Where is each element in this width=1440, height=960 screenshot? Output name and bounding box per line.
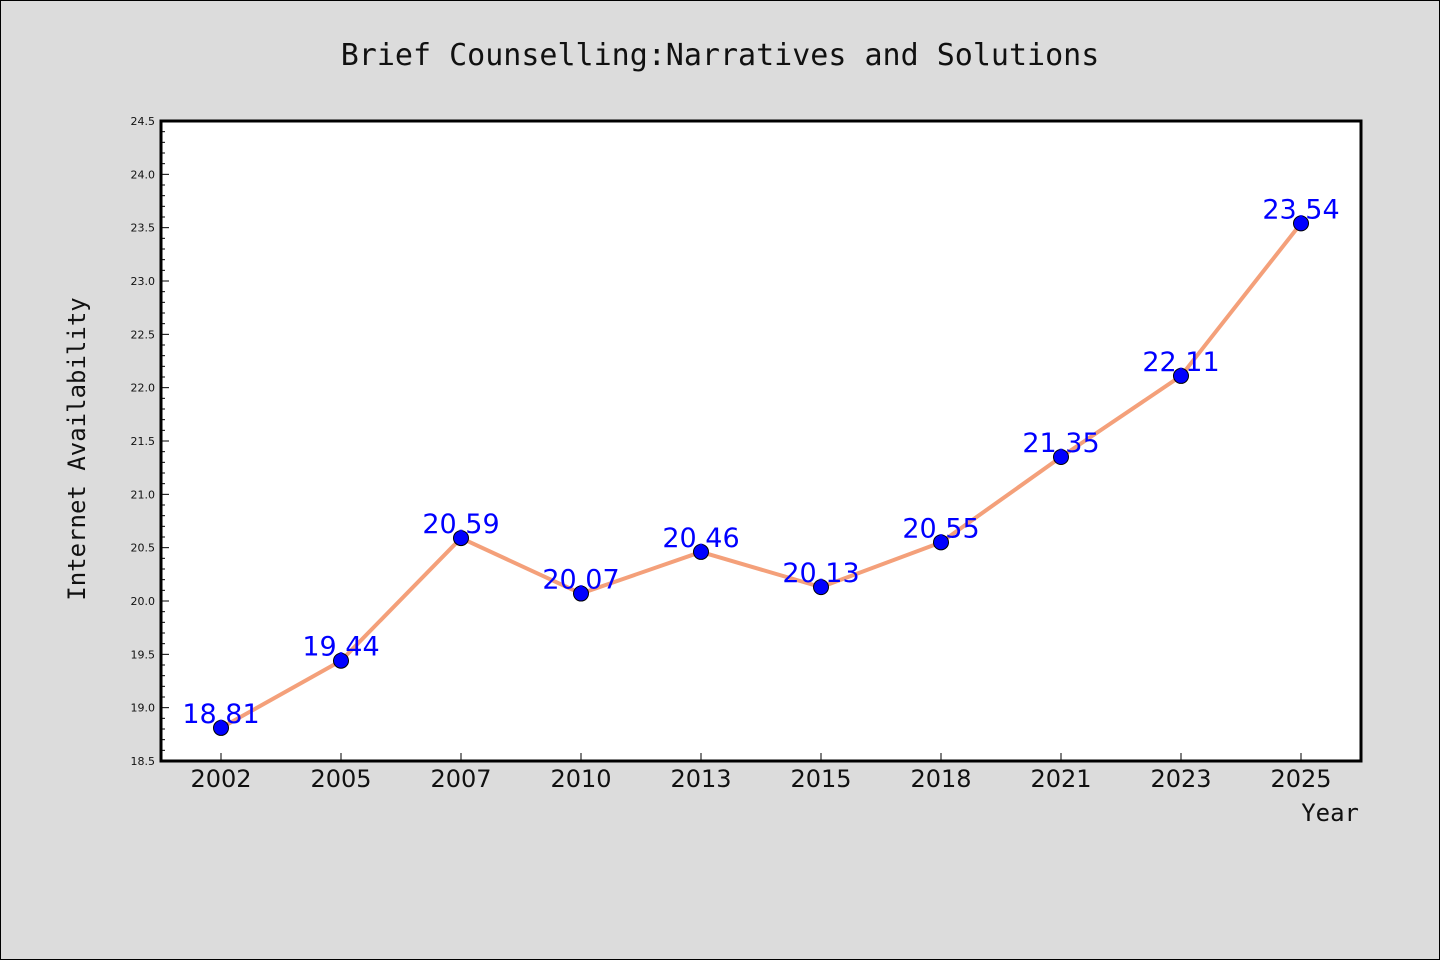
y-tick-label: 21.5 [131, 435, 156, 448]
data-point [813, 579, 829, 596]
plot-area: 18.5 19.0 19.5 20.0 20.5 21.0 21.5 22.0 22.5 23.0… [131, 115, 1363, 793]
y-tick-label: 24.5 [131, 115, 156, 128]
data-label: 20.59 [422, 509, 499, 540]
data-point [933, 534, 949, 551]
series-line [219, 221, 1303, 730]
y-tick-label: 23.5 [131, 222, 156, 235]
y-tick-label: 19.5 [131, 648, 156, 661]
x-tick-label: 2007 [430, 765, 491, 793]
x-tick-label: 2018 [910, 765, 971, 793]
x-tick-label: 2025 [1270, 765, 1331, 793]
y-tick-label: 21.0 [131, 488, 156, 501]
data-label: 20.13 [782, 558, 859, 589]
y-tick-label: 19.0 [131, 702, 156, 715]
data-point [693, 543, 709, 560]
data-point [573, 585, 589, 602]
y-tick-label: 20.5 [131, 542, 156, 555]
x-tick-label: 2015 [790, 765, 851, 793]
data-label: 19.44 [302, 632, 379, 663]
y-tick-label: 22.0 [131, 382, 156, 395]
plot-background [161, 121, 1361, 761]
y-axis-title: Internet Availability [63, 297, 91, 600]
plot-frame [159, 119, 1363, 763]
data-point [213, 719, 229, 736]
data-point [333, 652, 349, 669]
x-tick-label: 2002 [190, 765, 251, 793]
x-tick-label: 2005 [310, 765, 371, 793]
data-point [1053, 449, 1069, 465]
data-point [1293, 215, 1309, 232]
y-tick-label: 22.5 [131, 328, 156, 341]
x-tick-label: 2021 [1030, 765, 1091, 793]
data-point [1173, 367, 1189, 384]
data-label: 20.55 [902, 513, 979, 544]
y-tick-label: 23.0 [131, 275, 156, 288]
data-label: 22.11 [1142, 347, 1219, 378]
x-tick-label: 2010 [550, 765, 611, 793]
x-axis-title: Year [1301, 799, 1359, 827]
y-tick-label: 20.0 [131, 595, 156, 608]
data-label: 18.81 [182, 699, 259, 730]
chart-title: Brief Counselling:Narratives and Solutio… [341, 38, 1100, 73]
data-label: 23.54 [1262, 194, 1339, 225]
x-tick-label: 2023 [1150, 765, 1211, 793]
y-tick-label: 24.0 [131, 168, 156, 181]
x-tick-label: 2013 [670, 765, 731, 793]
data-label: 20.46 [662, 523, 739, 554]
data-label: 20.07 [542, 565, 619, 596]
y-tick-label: 18.5 [131, 755, 156, 768]
data-label: 21.35 [1022, 428, 1099, 459]
data-point [453, 530, 469, 547]
